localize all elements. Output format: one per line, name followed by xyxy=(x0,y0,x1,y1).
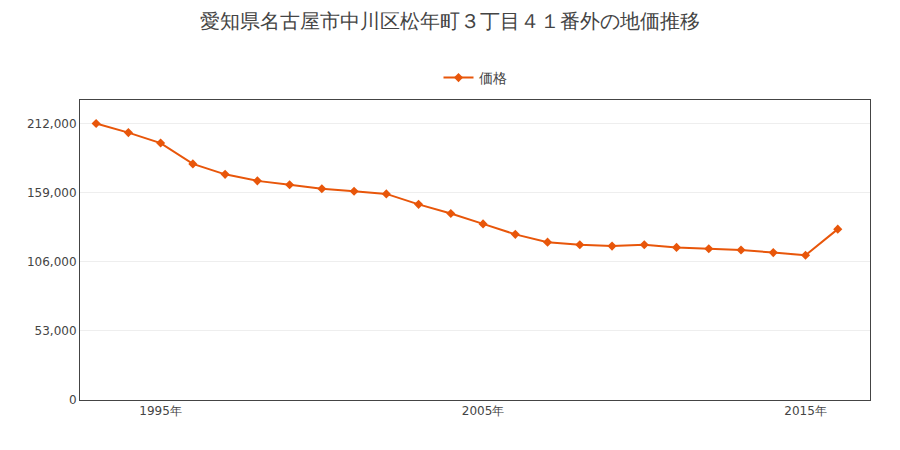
svg-text:1995年: 1995年 xyxy=(139,404,182,418)
svg-text:愛知県名古屋市中川区松年町３丁目４１番外の地価推移: 愛知県名古屋市中川区松年町３丁目４１番外の地価推移 xyxy=(200,9,700,33)
svg-text:159,000: 159,000 xyxy=(27,186,77,200)
svg-text:0: 0 xyxy=(69,393,77,407)
svg-text:価格: 価格 xyxy=(479,70,507,86)
svg-text:212,000: 212,000 xyxy=(27,117,77,131)
svg-text:106,000: 106,000 xyxy=(27,255,77,269)
svg-text:2015年: 2015年 xyxy=(784,404,827,418)
svg-text:2005年: 2005年 xyxy=(462,404,505,418)
svg-text:53,000: 53,000 xyxy=(35,324,77,338)
